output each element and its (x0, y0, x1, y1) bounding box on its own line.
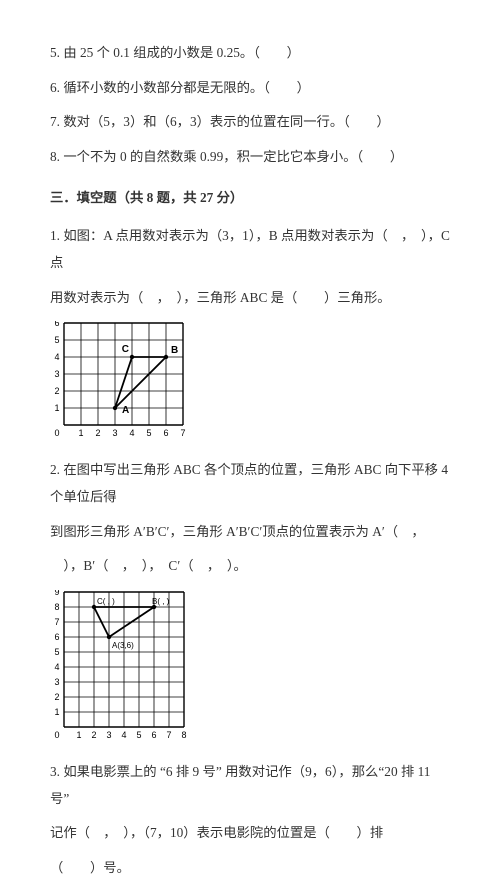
question-5: 5. 由 25 个 0.1 组成的小数是 0.25。（ ） (50, 40, 450, 67)
svg-text:4: 4 (54, 352, 59, 362)
svg-text:3: 3 (106, 730, 111, 740)
svg-text:4: 4 (54, 662, 59, 672)
svg-text:7: 7 (180, 428, 185, 438)
svg-text:2: 2 (54, 692, 59, 702)
svg-text:1: 1 (76, 730, 81, 740)
svg-text:5: 5 (146, 428, 151, 438)
question-3-2-line-a: 2. 在图中写出三角形 ABC 各个顶点的位置，三角形 ABC 向下平移 4 个… (50, 457, 450, 510)
question-3-3-line-c: （ ）号。 (50, 855, 450, 882)
figure-2: 012345678912345678A(3,6)C( , )B( , ) (50, 590, 450, 743)
svg-text:1: 1 (54, 403, 59, 413)
svg-text:6: 6 (151, 730, 156, 740)
question-6: 6. 循环小数的小数部分都是无限的。（ ） (50, 75, 450, 102)
svg-text:A(3,6): A(3,6) (112, 641, 134, 650)
svg-text:2: 2 (54, 386, 59, 396)
section-3-title: 三．填空题（共 8 题，共 27 分） (50, 185, 450, 212)
svg-text:4: 4 (121, 730, 126, 740)
svg-text:B( , ): B( , ) (152, 597, 170, 606)
svg-text:1: 1 (78, 428, 83, 438)
svg-text:3: 3 (54, 369, 59, 379)
svg-text:0: 0 (54, 428, 59, 438)
svg-text:3: 3 (54, 677, 59, 687)
svg-text:C: C (122, 344, 129, 355)
svg-text:A: A (122, 405, 129, 416)
question-3-1-line-a: 1. 如图：A 点用数对表示为（3，1），B 点用数对表示为（ ， ），C 点 (50, 223, 450, 276)
question-8: 8. 一个不为 0 的自然数乘 0.99，积一定比它本身小。（ ） (50, 144, 450, 171)
figure-2-svg: 012345678912345678A(3,6)C( , )B( , ) (50, 590, 188, 743)
svg-text:B: B (171, 345, 178, 356)
question-3-3-line-a: 3. 如果电影票上的 “6 排 9 号” 用数对记作（9，6），那么“20 排 … (50, 759, 450, 812)
question-3-3-line-b: 记作（ ， ），（7，10）表示电影院的位置是（ ）排 (50, 820, 450, 847)
figure-1-svg: 0 1 2 3 4 5 6 1 2 3 4 5 6 7 A C B (50, 321, 187, 441)
svg-text:2: 2 (91, 730, 96, 740)
svg-text:5: 5 (54, 647, 59, 657)
svg-text:5: 5 (54, 335, 59, 345)
svg-text:C( , ): C( , ) (97, 597, 115, 606)
svg-text:6: 6 (163, 428, 168, 438)
document-body: 5. 由 25 个 0.1 组成的小数是 0.25。（ ） 6. 循环小数的小数… (50, 40, 450, 882)
svg-text:0: 0 (54, 730, 59, 740)
question-3-2-line-c: ），B′（ ， ）， C′（ ， ）。 (50, 553, 450, 580)
svg-text:4: 4 (129, 428, 134, 438)
svg-text:7: 7 (166, 730, 171, 740)
svg-text:6: 6 (54, 632, 59, 642)
svg-text:1: 1 (54, 707, 59, 717)
question-7: 7. 数对（5，3）和（6，3）表示的位置在同一行。（ ） (50, 109, 450, 136)
svg-text:9: 9 (54, 590, 59, 597)
question-3-1-line-b: 用数对表示为（ ， ），三角形 ABC 是（ ）三角形。 (50, 285, 450, 312)
question-3-2-line-b: 到图形三角形 A′B′C′，三角形 A′B′C′顶点的位置表示为 A′（ ， (50, 519, 450, 546)
svg-text:6: 6 (54, 321, 59, 328)
svg-text:7: 7 (54, 617, 59, 627)
svg-text:3: 3 (112, 428, 117, 438)
svg-text:5: 5 (136, 730, 141, 740)
figure-1: 0 1 2 3 4 5 6 1 2 3 4 5 6 7 A C B (50, 321, 450, 441)
svg-text:8: 8 (181, 730, 186, 740)
svg-text:2: 2 (95, 428, 100, 438)
svg-text:8: 8 (54, 602, 59, 612)
